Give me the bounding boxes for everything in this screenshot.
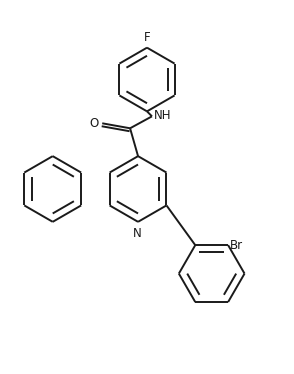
Text: Br: Br <box>230 239 243 252</box>
Text: N: N <box>133 227 141 240</box>
Text: F: F <box>144 31 150 44</box>
Text: O: O <box>89 117 98 130</box>
Text: NH: NH <box>154 109 171 122</box>
